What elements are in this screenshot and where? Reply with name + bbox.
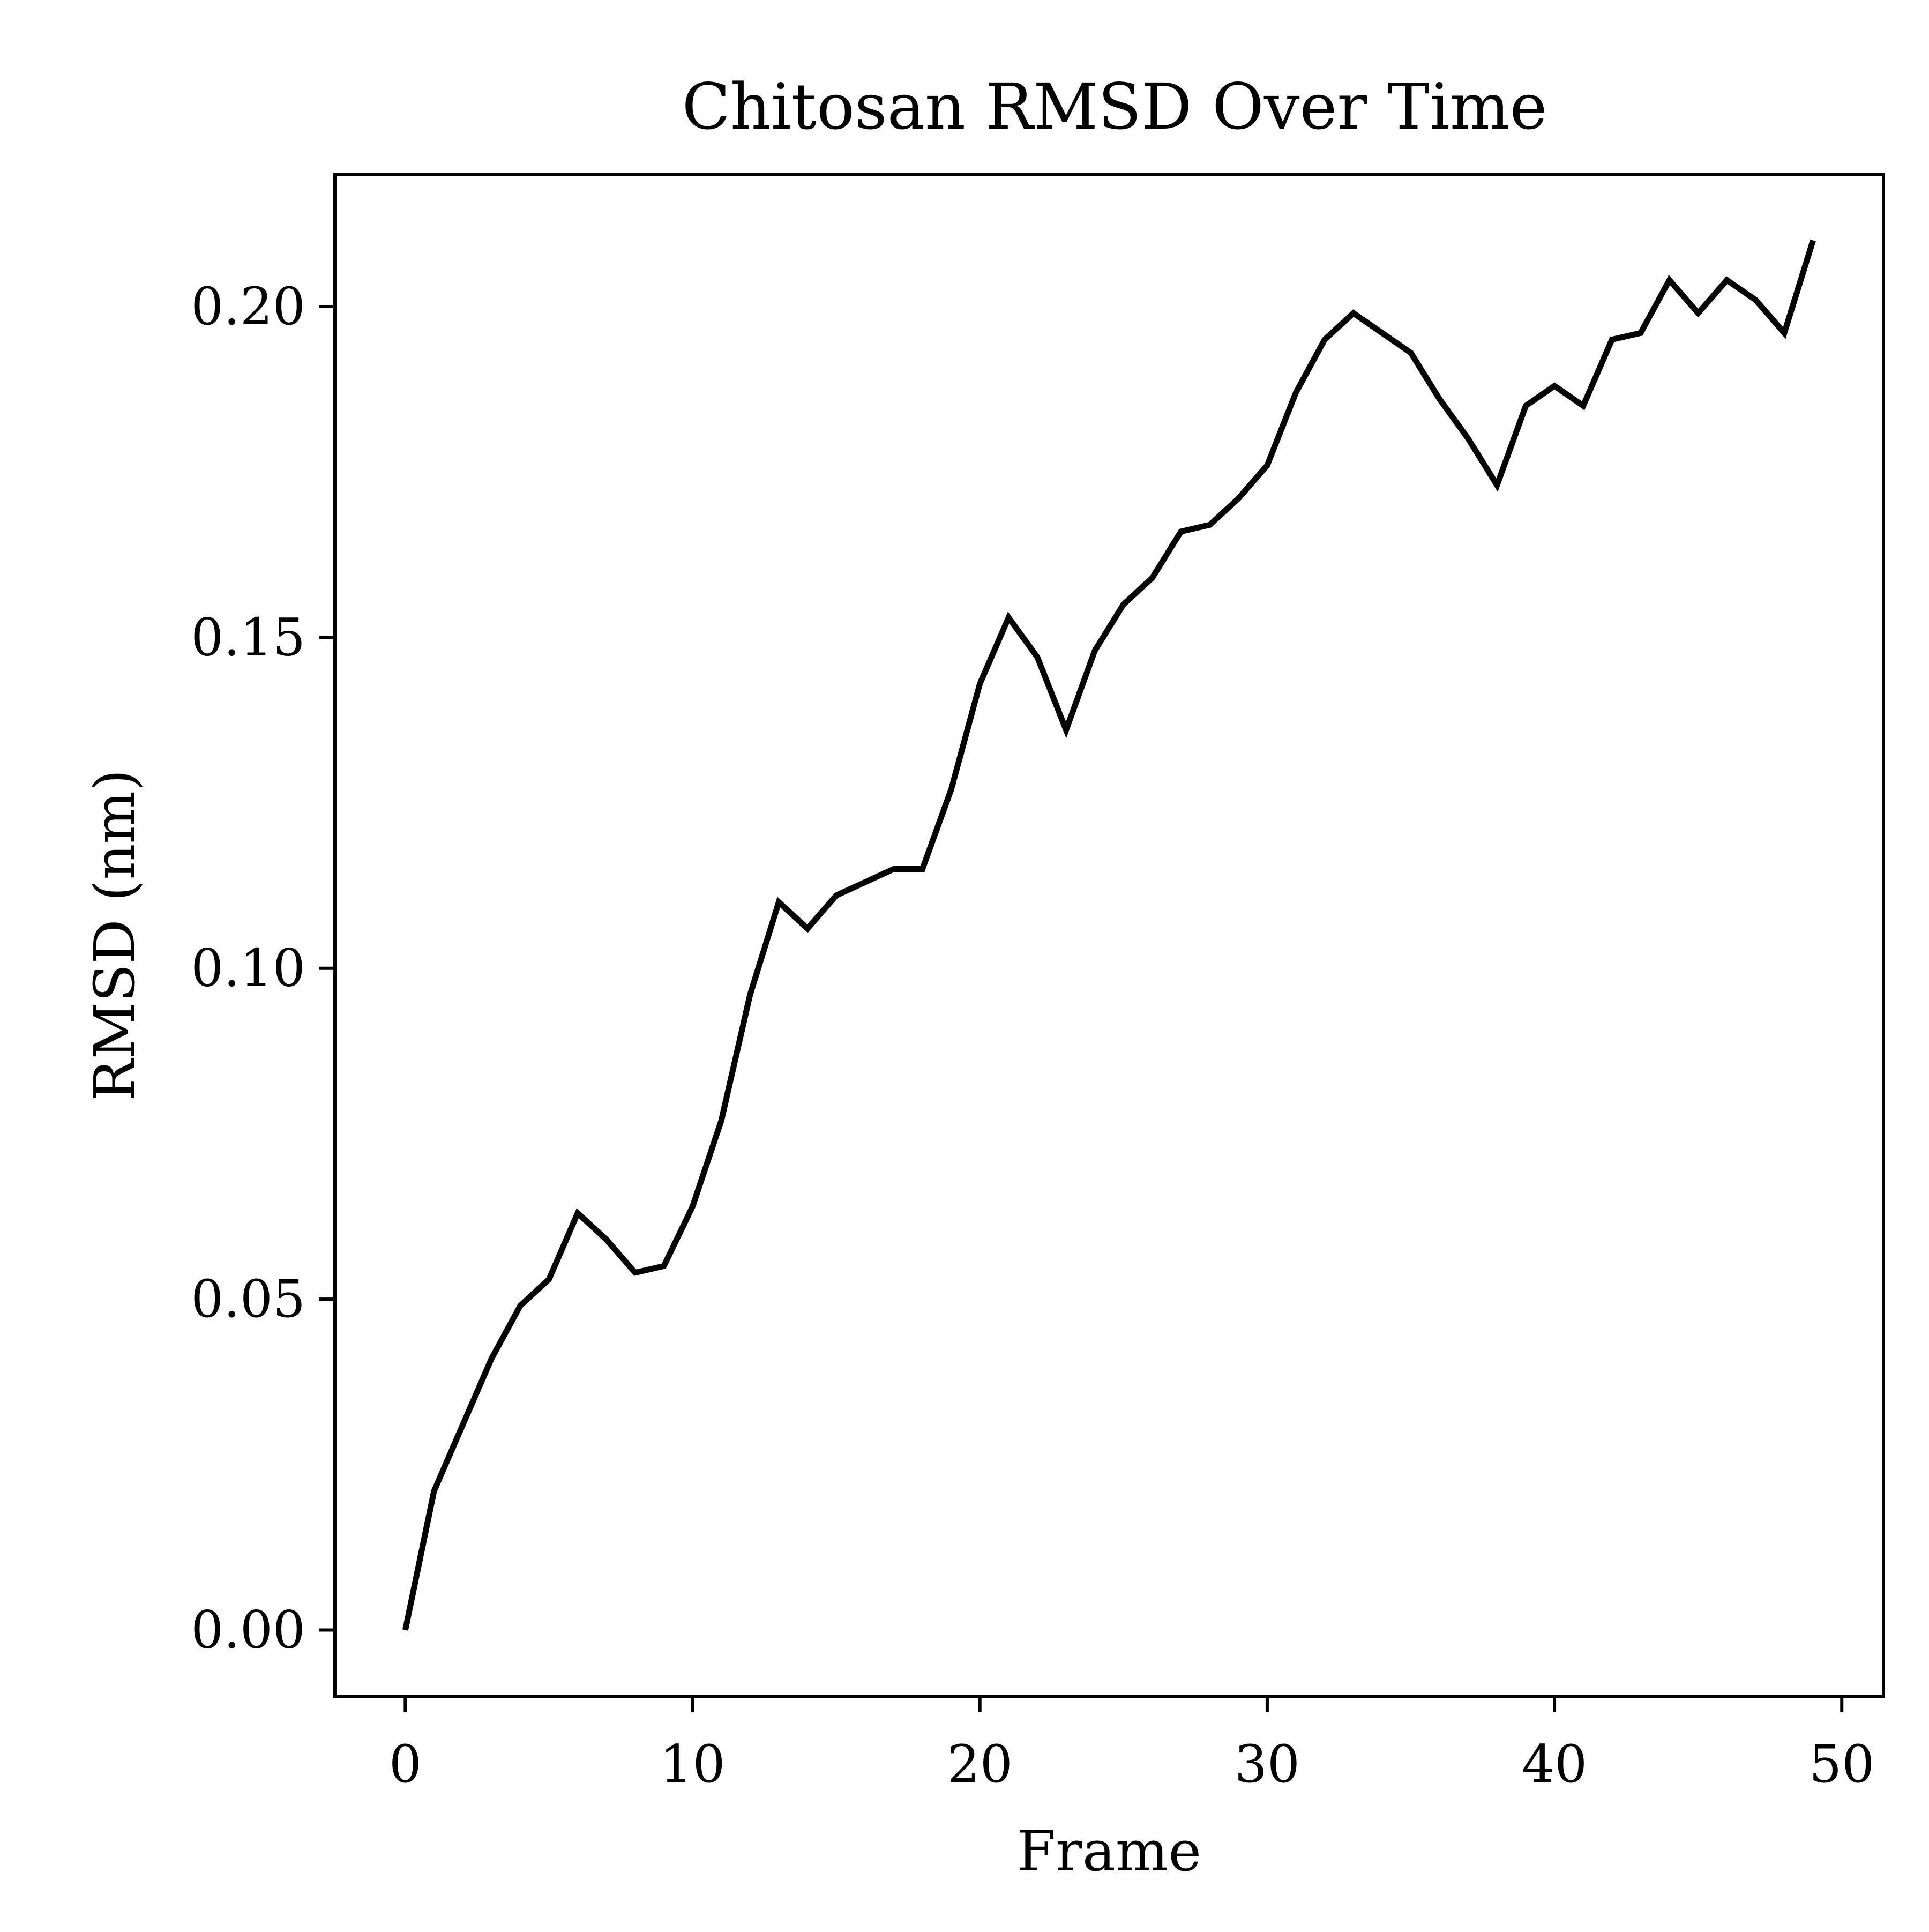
plot-frame <box>333 173 1885 1698</box>
x-tick-label: 50 <box>1809 1734 1874 1794</box>
y-tick-label: 0.20 <box>191 277 305 337</box>
x-tick-label: 40 <box>1522 1734 1587 1794</box>
x-tick-label: 20 <box>947 1734 1013 1794</box>
chart-title: Chitosan RMSD Over Time <box>682 70 1547 144</box>
x-axis-label: Frame <box>1017 1818 1201 1884</box>
y-axis-label: RMSD (nm) <box>82 769 147 1101</box>
y-tick-label: 0.00 <box>191 1600 305 1660</box>
y-tick-label: 0.15 <box>191 607 305 667</box>
series-line-0 <box>402 239 1816 1631</box>
plot-area <box>402 239 1816 1631</box>
x-tick-label: 10 <box>660 1734 725 1794</box>
y-tick-label: 0.10 <box>191 938 305 998</box>
x-tick-label: 0 <box>389 1734 422 1794</box>
x-axis-ticks: 0 10 20 30 40 50 <box>389 1696 1874 1794</box>
y-tick-label: 0.05 <box>191 1269 305 1329</box>
x-tick-label: 30 <box>1235 1734 1300 1794</box>
y-axis-ticks: 0.00 0.05 0.10 0.15 0.20 <box>191 277 335 1660</box>
